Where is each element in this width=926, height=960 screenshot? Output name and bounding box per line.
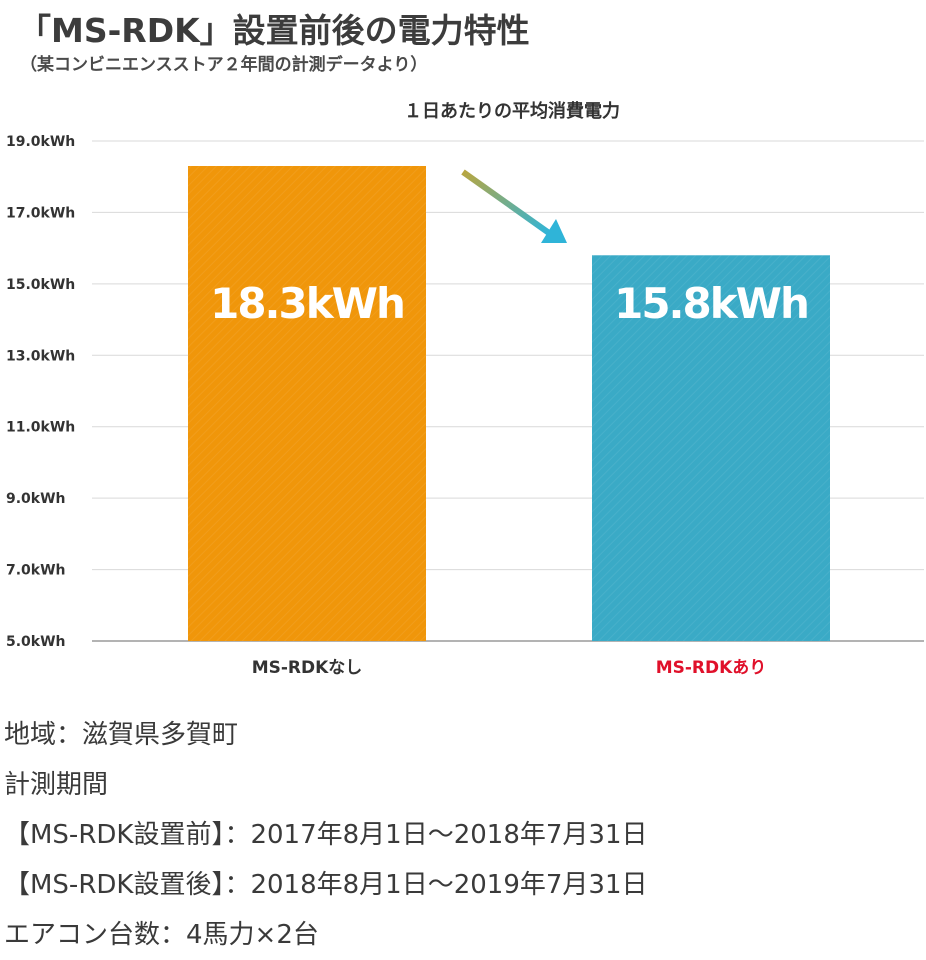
period-before: 【MS-RDK設置前】：2017年8月1日～2018年7月31日 [4, 820, 648, 850]
bar-chart: １日あたりの平均消費電力 5.0kWh 7.0kWh 9.0kWh 11.0kWh 13… [6, 100, 924, 678]
y-tick-label: 19.0kWh [6, 134, 75, 150]
measurement-notes: 地域：滋賀県多賀町 計測期間 【MS-RDK設置前】：2017年8月1日～201… [4, 710, 648, 960]
data-label: 18.3kWh [210, 279, 404, 328]
decrease-arrow-icon [461, 169, 567, 243]
y-tick-label: 17.0kWh [6, 205, 75, 221]
bar-texture [188, 166, 426, 641]
region-note: 地域：滋賀県多賀町 [4, 720, 239, 750]
y-tick-label: 11.0kWh [6, 420, 75, 436]
y-tick-label: 7.0kWh [6, 563, 66, 579]
y-tick-label: 5.0kWh [6, 634, 66, 650]
chart-title: １日あたりの平均消費電力 [404, 100, 620, 122]
aircon-note: エアコン台数：4馬力×2台 [4, 920, 319, 950]
bar-texture [592, 255, 830, 642]
data-label: 15.8kWh [614, 279, 808, 328]
y-tick-label: 13.0kWh [6, 348, 75, 364]
y-tick-label: 9.0kWh [6, 491, 66, 507]
y-tick-label: 15.0kWh [6, 277, 75, 293]
page-title: 「MS-RDK」設置前後の電力特性 [18, 11, 530, 50]
x-category-label: MS-RDKあり [656, 658, 767, 678]
x-category-label: MS-RDKなし [252, 658, 363, 678]
period-label: 計測期間 [4, 770, 109, 800]
page-subtitle: （某コンビニエンスストア２年間の計測データより） [20, 55, 428, 75]
period-after: 【MS-RDK設置後】：2018年8月1日～2019年7月31日 [4, 870, 648, 900]
